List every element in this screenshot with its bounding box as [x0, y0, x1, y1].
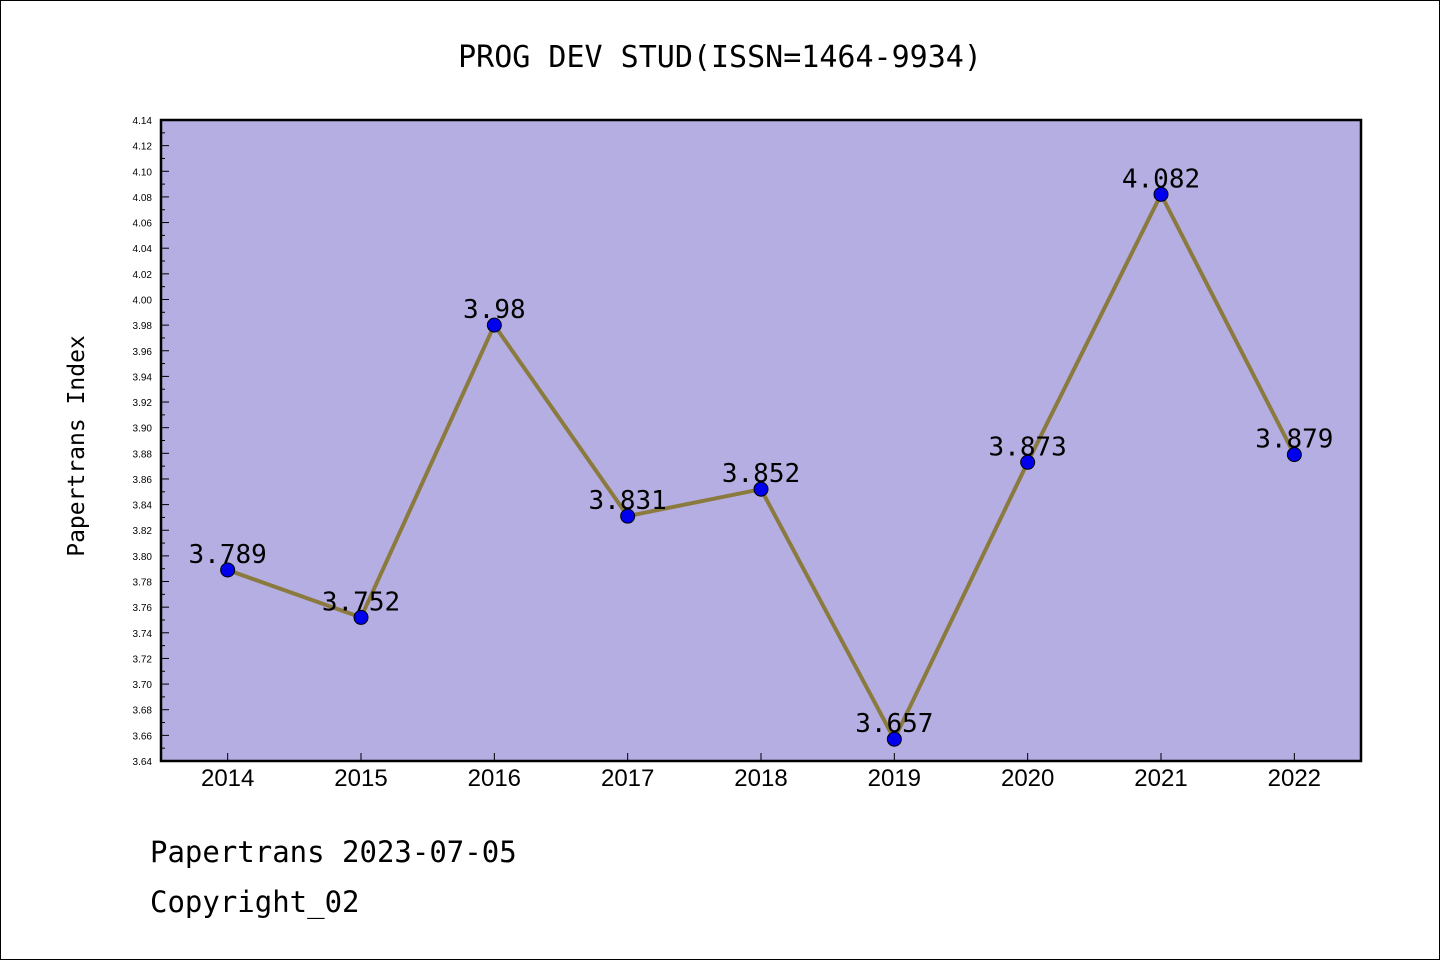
data-label: 3.789	[189, 540, 267, 570]
data-label: 3.98	[463, 295, 526, 325]
y-tick-label: 3.66	[133, 731, 153, 742]
data-point	[753, 481, 769, 497]
data-label: 3.657	[855, 709, 933, 739]
footer-copyright: Copyright_02	[150, 885, 360, 919]
y-tick-label: 4.14	[133, 116, 153, 127]
data-point	[1020, 454, 1036, 470]
x-tick-label: 2020	[1001, 765, 1054, 792]
x-tick-label: 2021	[1134, 765, 1187, 792]
y-tick-label: 3.80	[133, 552, 153, 563]
y-tick-label: 4.12	[133, 142, 153, 153]
data-labels: 3.789 3.752 3.98 3.831 3.852 3.657 3.873 4.082 3…	[189, 164, 1334, 739]
y-tick-label: 3.86	[133, 475, 153, 486]
data-point	[353, 609, 369, 625]
y-tick-label: 3.90	[133, 424, 153, 435]
y-tick-label: 3.70	[133, 680, 153, 691]
data-label: 4.082	[1122, 164, 1200, 194]
y-tick-label: 3.92	[133, 398, 153, 409]
x-tick-label: 2014	[201, 765, 254, 792]
y-tick-label: 4.06	[133, 219, 153, 230]
y-tick-label: 3.78	[133, 578, 153, 589]
chart-title: PROG DEV STUD(ISSN=1464-9934)	[458, 40, 982, 75]
x-axis-ticks: 2014 2015 2016 2017 2018 2019 2020 2021 2022	[201, 753, 1321, 792]
data-label: 3.831	[589, 486, 667, 516]
y-tick-label: 3.88	[133, 449, 153, 460]
x-tick-label: 2018	[734, 765, 787, 792]
y-tick-label: 3.82	[133, 526, 153, 537]
x-tick-label: 2019	[868, 765, 921, 792]
data-label: 3.873	[989, 432, 1067, 462]
y-tick-label: 4.00	[133, 295, 153, 306]
y-tick-label: 3.76	[133, 603, 153, 614]
data-point	[620, 508, 636, 524]
y-tick-label: 3.96	[133, 347, 153, 358]
x-tick-label: 2022	[1268, 765, 1321, 792]
x-tick-label: 2015	[334, 765, 387, 792]
y-tick-label: 3.72	[133, 654, 153, 665]
x-tick-label: 2017	[601, 765, 654, 792]
y-tick-label: 3.68	[133, 706, 153, 717]
y-tick-label: 3.74	[133, 629, 153, 640]
data-point	[486, 317, 502, 333]
data-label: 3.852	[722, 459, 800, 489]
y-axis-ticks: 3.64 3.66 3.68 3.70 3.72 3.74 3.76 3.78 3.80 3.82…	[133, 116, 169, 768]
y-axis-label: Papertrans Index	[64, 335, 90, 557]
y-tick-label: 3.98	[133, 321, 153, 332]
y-tick-label: 3.84	[133, 501, 153, 512]
data-label: 3.879	[1255, 425, 1333, 455]
plot-area	[159, 118, 1363, 763]
data-point	[1153, 186, 1169, 202]
data-point	[1286, 447, 1302, 463]
y-tick-label: 3.94	[133, 372, 153, 383]
data-points	[220, 186, 1302, 747]
y-tick-label: 3.64	[133, 757, 153, 768]
x-tick-label: 2016	[468, 765, 521, 792]
data-point	[220, 562, 236, 578]
y-tick-label: 4.02	[133, 270, 153, 281]
data-point	[886, 731, 902, 747]
y-tick-label: 4.10	[133, 167, 153, 178]
footer-source: Papertrans 2023-07-05	[150, 835, 517, 869]
y-tick-label: 4.08	[133, 193, 153, 204]
data-label: 3.752	[322, 587, 400, 617]
y-tick-label: 4.04	[133, 244, 153, 255]
